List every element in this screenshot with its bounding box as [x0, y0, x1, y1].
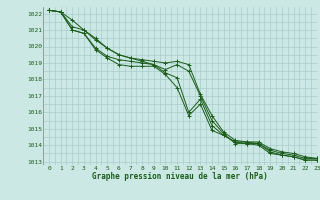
- X-axis label: Graphe pression niveau de la mer (hPa): Graphe pression niveau de la mer (hPa): [92, 172, 268, 181]
